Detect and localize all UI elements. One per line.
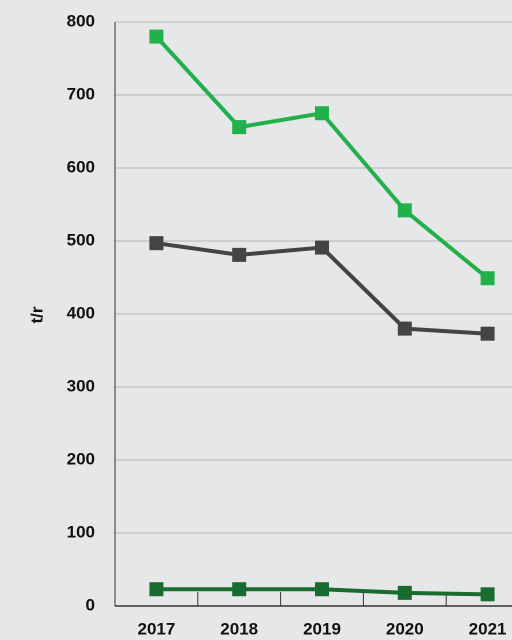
point-marker <box>480 271 495 286</box>
point-marker <box>397 585 412 600</box>
point-marker <box>149 236 164 251</box>
point-marker <box>315 582 329 597</box>
y-tick-label: 700 <box>67 84 95 103</box>
point-marker <box>232 247 247 262</box>
point-marker <box>149 582 164 597</box>
y-tick-label: 0 <box>86 595 95 614</box>
y-tick-label: 800 <box>67 11 95 30</box>
y-tick-label: 400 <box>67 303 95 322</box>
point-marker <box>149 29 164 44</box>
point-marker <box>397 321 412 336</box>
y-tick-label: 300 <box>67 376 95 395</box>
point-marker <box>315 240 329 255</box>
y-axis-label: t/r <box>27 306 46 323</box>
x-tick-label: 2021 <box>469 619 507 638</box>
x-tick-label: 2018 <box>220 619 258 638</box>
series-line <box>156 241 488 336</box>
x-tick-label: 2020 <box>386 619 424 638</box>
point-marker <box>397 203 412 218</box>
point-marker <box>315 106 329 121</box>
y-tick-label: 100 <box>67 522 95 541</box>
y-tick-label: 600 <box>67 157 95 176</box>
x-tick-label: 2019 <box>303 619 341 638</box>
y-tick-label: 200 <box>67 449 95 468</box>
point-marker <box>232 120 247 135</box>
y-tick-label: 500 <box>67 230 95 249</box>
point-marker <box>232 582 247 597</box>
point-marker <box>480 326 495 341</box>
point-marker <box>480 587 495 602</box>
x-tick-label: 2017 <box>137 619 175 638</box>
